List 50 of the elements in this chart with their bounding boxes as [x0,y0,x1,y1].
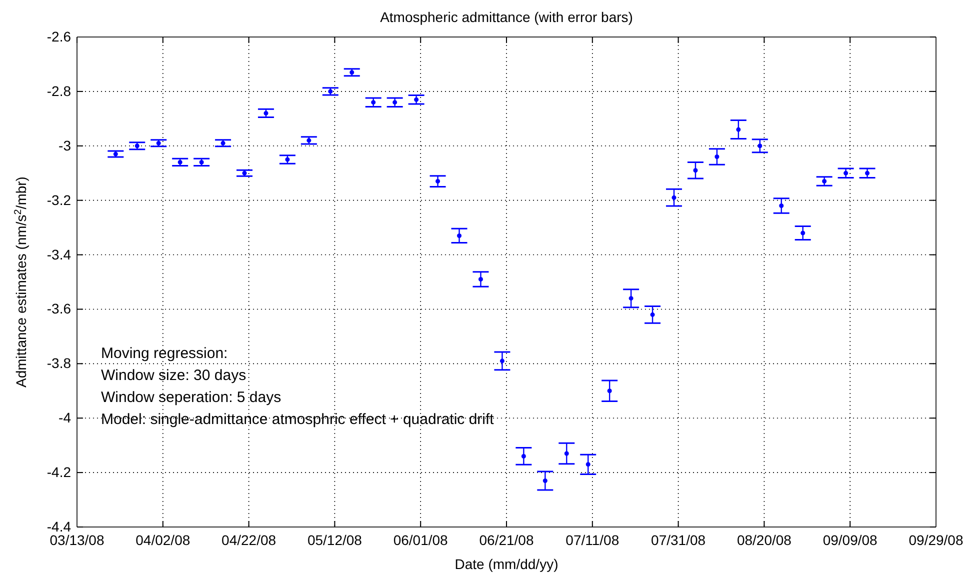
point [844,170,848,176]
point [436,179,440,184]
x-tick-label: 08/20/08 [736,532,792,548]
x-tick-label: 07/31/08 [651,532,706,548]
y-tick-label: -2.8 [46,82,72,99]
x-tick-label: 07/11/08 [566,532,620,548]
point [542,478,548,483]
annotation: Moving regression: [101,345,228,362]
y-tick-label: -3.8 [46,355,72,372]
point [822,179,827,184]
x-tick-label: 06/21/08 [479,532,534,548]
point [865,170,870,176]
y-tick-label: -2.6 [46,28,72,44]
x-tick-label: 04/22/08 [222,532,276,548]
annotation: Window size: 30 days [101,367,246,384]
point [371,100,376,105]
point [693,168,698,173]
y-tick-label: -3.4 [46,246,72,262]
x-tick-label: 03/13/08 [50,532,104,548]
point [672,195,676,200]
point [564,451,569,456]
point [736,127,741,132]
x-tick-label: 06/01/08 [393,532,448,548]
point [586,462,590,467]
y-tick-label: -3.2 [46,192,72,208]
x-tick-label: 05/12/08 [307,532,362,548]
y-tick-label: -3 [58,137,72,154]
y-tick-label: -4 [58,410,72,426]
point [800,230,806,236]
point [758,144,762,148]
point [500,358,504,364]
annotation: Window seperation: 5 days [101,389,282,406]
y-tick-label: -3.6 [46,300,72,317]
point [714,154,720,160]
point [521,454,526,458]
x-axis-title: Date (mm/dd/yy) [454,556,558,572]
point [607,388,612,394]
point [478,277,483,282]
y-tick-label: -4.2 [46,464,72,480]
point [650,312,655,317]
point [392,100,398,105]
x-tick-label: 04/02/08 [136,532,190,548]
chart-title: Atmospheric admittance (with error bars) [380,9,633,25]
x-tick-label: 09/09/08 [822,532,878,548]
annotation: Model: single-admittance atmosphric effect + quadratic drift [101,411,495,428]
point [779,204,784,208]
x-tick-label: 09/29/08 [908,532,964,548]
y-tick-label: -4.4 [46,518,72,534]
point [628,296,634,301]
point [457,233,462,238]
